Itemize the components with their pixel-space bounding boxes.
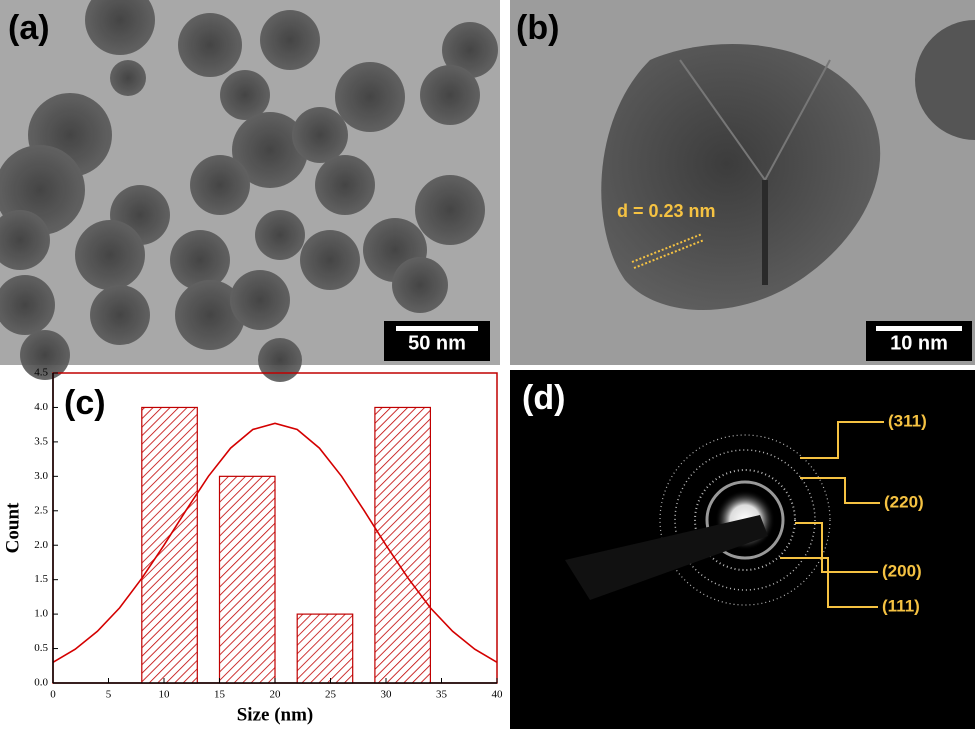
bar [218,475,276,684]
x-tick-label: 25 [325,689,337,701]
panel-d: (311) (220) (200) (111) (d) [510,370,975,729]
scale-bar-label: 50 nm [408,332,466,354]
bar [296,613,354,684]
x-tick-label: 30 [381,689,393,701]
panel-label: (a) [8,9,50,47]
x-axis-title: Size (nm) [237,704,314,725]
bar [374,406,431,684]
x-tick-label: 5 [106,689,112,701]
scale-bar [876,326,962,331]
fit-curve [52,422,498,663]
y-tick-label: 1.5 [34,573,48,585]
y-tick-label: 2.5 [34,504,48,516]
y-tick-label: 3.5 [34,435,48,447]
annotation: d = 0.23 nm [617,201,716,221]
y-tick-label: 1.0 [34,608,48,620]
ring-label: (311) [888,411,927,430]
panel-label: (c) [64,384,106,422]
scale-bar-label: 10 nm [890,332,948,354]
panel-label: (d) [522,379,565,417]
x-tick-label: 15 [214,689,226,701]
y-tick-label: 0.0 [34,677,48,689]
x-tick-label: 40 [492,689,504,701]
y-tick-label: 2.0 [34,539,48,551]
y-tick-label: 0.5 [34,642,48,654]
x-tick-label: 20 [270,689,282,701]
panel-c: (c) Size (nm) Count 0.0 0.5 1.0 1.5 2.0 2.5 3.… [2,367,503,726]
scale-bar [396,326,478,331]
y-tick-label: 4.0 [34,401,48,413]
ring-label: (111) [882,596,920,615]
y-tick-label: 3.0 [34,470,48,482]
y-tick-label: 4.5 [34,367,48,379]
panel-b: d = 0.23 nm (b) 10 nm [510,0,975,365]
ring-label: (200) [882,561,922,580]
x-tick-label: 0 [50,689,56,701]
panel-label: (b) [516,9,559,47]
y-axis-title: Count [2,502,23,553]
x-tick-label: 10 [159,689,171,701]
ring-label: (220) [884,492,924,511]
x-tick-label: 35 [436,689,448,701]
bar [141,406,198,684]
panel-a: (a) 50 nm [0,0,500,382]
